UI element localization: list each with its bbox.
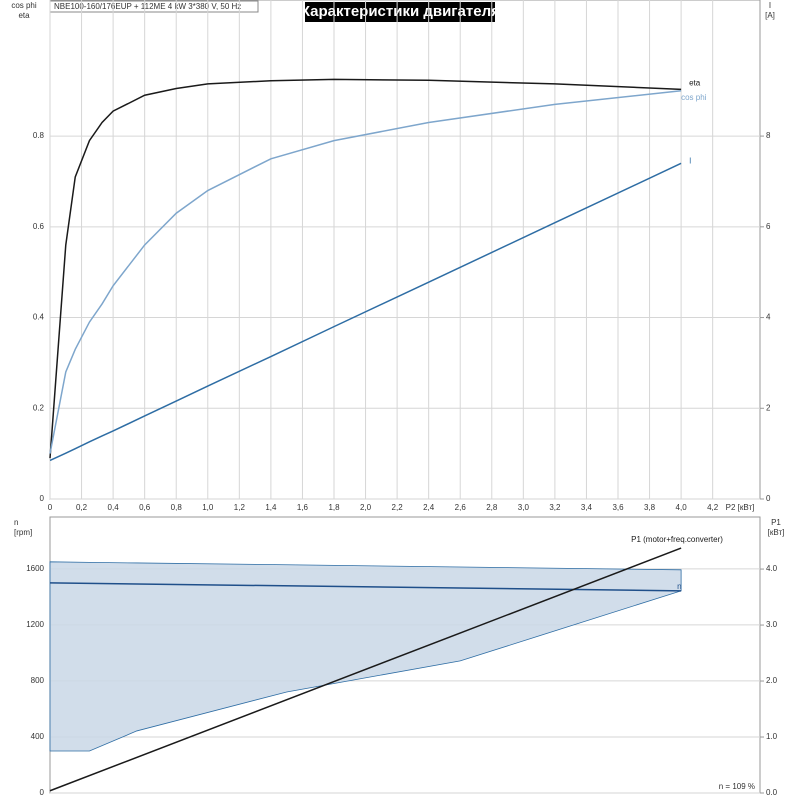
x-tick-label: 2,2 xyxy=(392,503,404,512)
y2-axis-label: P1 xyxy=(771,518,781,527)
x-tick-label: 3,6 xyxy=(612,503,624,512)
series-line xyxy=(49,89,682,454)
x-tick-label: 1,8 xyxy=(328,503,340,512)
y2-tick-label: 0 xyxy=(766,494,771,503)
series-line xyxy=(49,162,682,462)
x-tick-label: 0,2 xyxy=(76,503,88,512)
series-label: cos phi xyxy=(681,93,707,102)
y2-axis-label: [кВт] xyxy=(768,528,785,537)
y2-axis-label: [A] xyxy=(765,11,775,20)
x-tick-label: 3,8 xyxy=(644,503,656,512)
x-tick-label: 1,2 xyxy=(234,503,246,512)
x-tick-label: 2,8 xyxy=(486,503,498,512)
y-axis-label: n xyxy=(14,518,18,527)
y-tick-label: 1200 xyxy=(26,620,44,629)
y2-tick-label: 2.0 xyxy=(766,676,778,685)
series-label: eta xyxy=(689,78,701,87)
x-tick-label: 2,0 xyxy=(360,503,372,512)
y-tick-label: 0.6 xyxy=(33,222,45,231)
x-tick-label: 2,6 xyxy=(455,503,467,512)
x-tick-label: 1,6 xyxy=(297,503,309,512)
y-tick-label: 1600 xyxy=(26,564,44,573)
series-label: I xyxy=(689,156,691,165)
x-tick-label: 3,4 xyxy=(581,503,593,512)
series-line xyxy=(49,582,682,592)
series-line xyxy=(49,547,682,792)
x-tick-label: 0,8 xyxy=(171,503,183,512)
y-tick-label: 800 xyxy=(31,676,45,685)
y2-tick-label: 8 xyxy=(766,131,771,140)
x-tick-label: 4,0 xyxy=(676,503,688,512)
subtitle: NBE100-160/176EUP + 112ME 4 kW 3*380 V, … xyxy=(54,2,241,11)
y2-tick-label: 2 xyxy=(766,403,771,412)
y-axis-label: eta xyxy=(18,11,30,20)
y2-tick-label: 3.0 xyxy=(766,620,778,629)
y2-axis-label: I xyxy=(769,1,771,10)
chart-title: Характеристики двигателя xyxy=(300,3,500,20)
y-tick-label: 400 xyxy=(31,732,45,741)
x-tick-label: 0,6 xyxy=(139,503,151,512)
y-tick-label: 0.4 xyxy=(33,313,45,322)
x-tick-label: 3,2 xyxy=(549,503,561,512)
x-axis-label: P2 [кВт] xyxy=(726,503,755,512)
annotation: n = 109 % xyxy=(719,782,755,791)
series-line xyxy=(49,78,682,459)
plot-frame xyxy=(49,0,761,500)
x-tick-label: 0 xyxy=(48,503,53,512)
title-box xyxy=(305,2,495,22)
y2-tick-label: 6 xyxy=(766,222,771,231)
x-tick-label: 1,0 xyxy=(202,503,214,512)
y-tick-label: 0.8 xyxy=(33,131,45,140)
x-tick-label: 1,4 xyxy=(265,503,277,512)
y-axis-label: cos phi xyxy=(11,1,37,10)
x-tick-label: 0,4 xyxy=(108,503,120,512)
y2-tick-label: 4 xyxy=(766,313,771,322)
y-tick-label: 0 xyxy=(40,788,45,797)
y2-tick-label: 1.0 xyxy=(766,732,778,741)
y-tick-label: 0.2 xyxy=(33,403,45,412)
y2-tick-label: 4.0 xyxy=(766,564,778,573)
x-tick-label: 2,4 xyxy=(423,503,435,512)
x-tick-label: 3,0 xyxy=(518,503,530,512)
x-tick-label: 4,2 xyxy=(707,503,719,512)
y-tick-label: 0 xyxy=(40,494,45,503)
series-label: P1 (motor+freq.converter) xyxy=(631,535,723,544)
y-axis-label: [rpm] xyxy=(14,528,32,537)
series-label: n xyxy=(677,582,681,591)
y2-tick-label: 0.0 xyxy=(766,788,778,797)
